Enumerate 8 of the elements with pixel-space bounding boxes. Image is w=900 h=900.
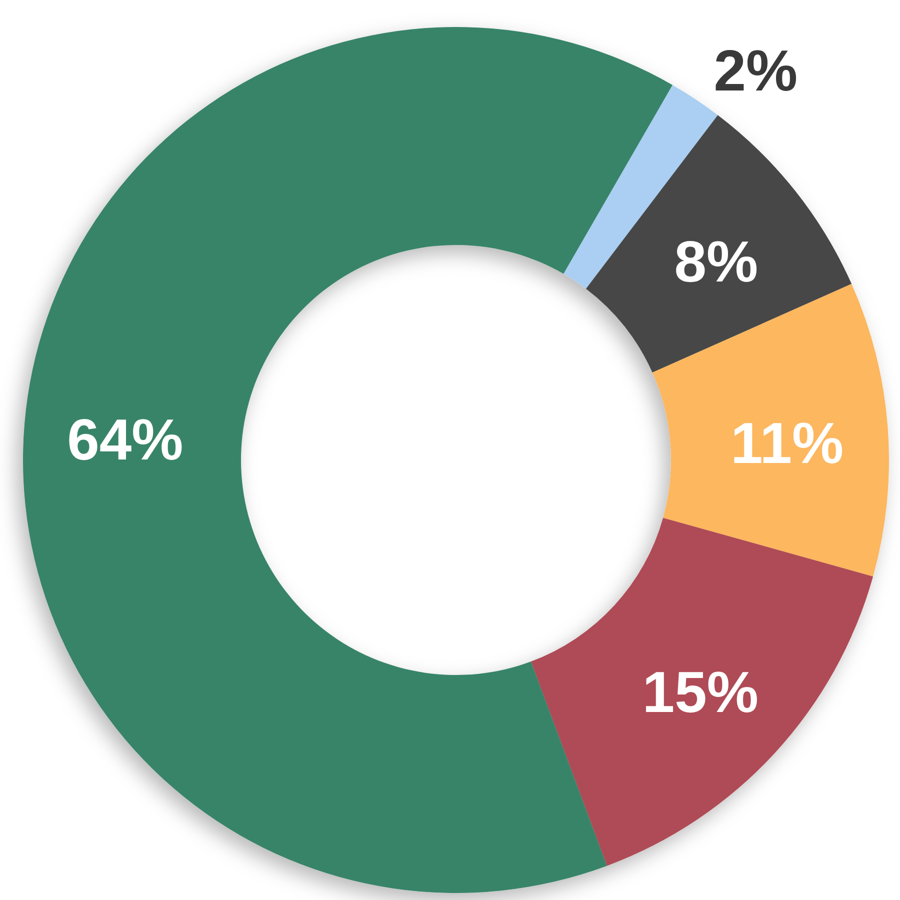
donut-slice	[530, 518, 874, 866]
data-label: 8%	[674, 229, 758, 294]
data-label: 2%	[714, 38, 798, 104]
donut-slice	[586, 115, 852, 373]
data-label: 11%	[730, 411, 844, 476]
donut-slice	[652, 284, 889, 576]
data-label: 64%	[67, 408, 184, 473]
data-label: 15%	[642, 660, 758, 726]
